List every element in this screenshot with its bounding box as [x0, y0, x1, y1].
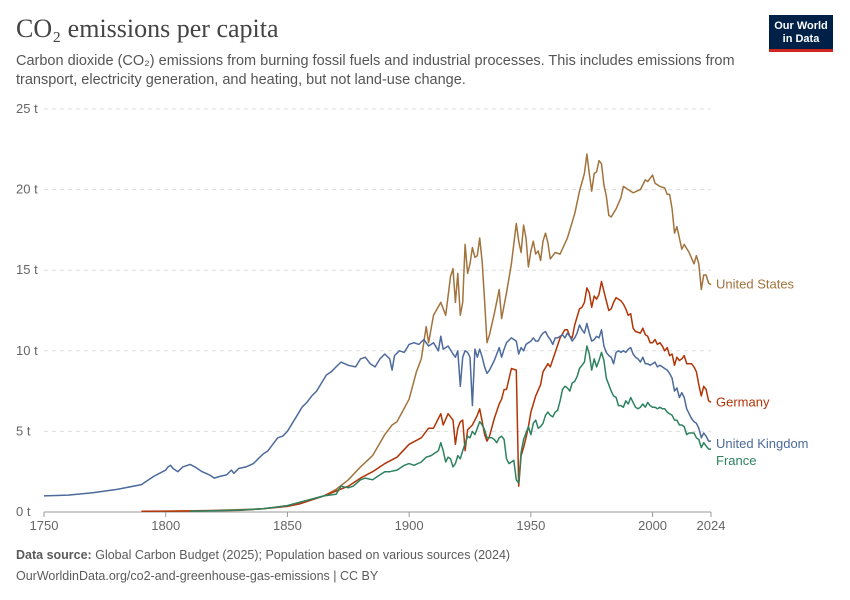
logo-line-2: in Data: [782, 33, 820, 45]
data-source: Data source: Global Carbon Budget (2025)…: [16, 548, 510, 562]
y-axis-ticks: 0 t 5 t 10 t 15 t 20 t 25 t: [16, 101, 38, 519]
x-tick-label: 1800: [151, 518, 180, 533]
x-tick-label: 2000: [638, 518, 667, 533]
logo-line-1: Our World: [774, 20, 828, 32]
data-source-label: Data source:: [16, 548, 92, 562]
series-line[interactable]: [165, 153, 712, 512]
y-tick-label: 5 t: [16, 423, 31, 438]
series-label: Germany: [716, 394, 770, 409]
x-tick-label: 2024: [697, 518, 726, 533]
y-tick-label: 20 t: [16, 182, 38, 197]
data-source-text: Global Carbon Budget (2025); Population …: [95, 548, 511, 562]
grid-lines: [44, 108, 711, 432]
series-label: United States: [716, 277, 795, 292]
x-axis: 1750 1800 1850 1900 1950 2000 2024: [30, 511, 726, 533]
x-tick-label: 1750: [30, 518, 59, 533]
series-lines: [43, 153, 712, 512]
y-tick-label: 15 t: [16, 262, 38, 277]
series-line[interactable]: [141, 280, 712, 512]
y-tick-label: 25 t: [16, 101, 38, 116]
source-url[interactable]: OurWorldinData.org/co2-and-greenhouse-ga…: [16, 569, 379, 583]
x-tick-label: 1900: [395, 518, 424, 533]
chart-subtitle: Carbon dioxide (CO₂) emissions from burn…: [16, 53, 735, 88]
series-line[interactable]: [43, 322, 711, 497]
series-labels: United States Germany United Kingdom France: [716, 277, 809, 468]
series-label: United Kingdom: [716, 436, 809, 451]
x-tick-label: 1850: [273, 518, 302, 533]
our-world-in-data-logo[interactable]: Our World in Data: [769, 15, 833, 52]
x-tick-label: 1950: [516, 518, 545, 533]
y-tick-label: 0 t: [16, 504, 31, 519]
series-label: France: [716, 453, 756, 468]
chart-title: CO₂ emissions per capita: [16, 14, 279, 43]
y-tick-label: 10 t: [16, 343, 38, 358]
series-line[interactable]: [190, 345, 711, 512]
